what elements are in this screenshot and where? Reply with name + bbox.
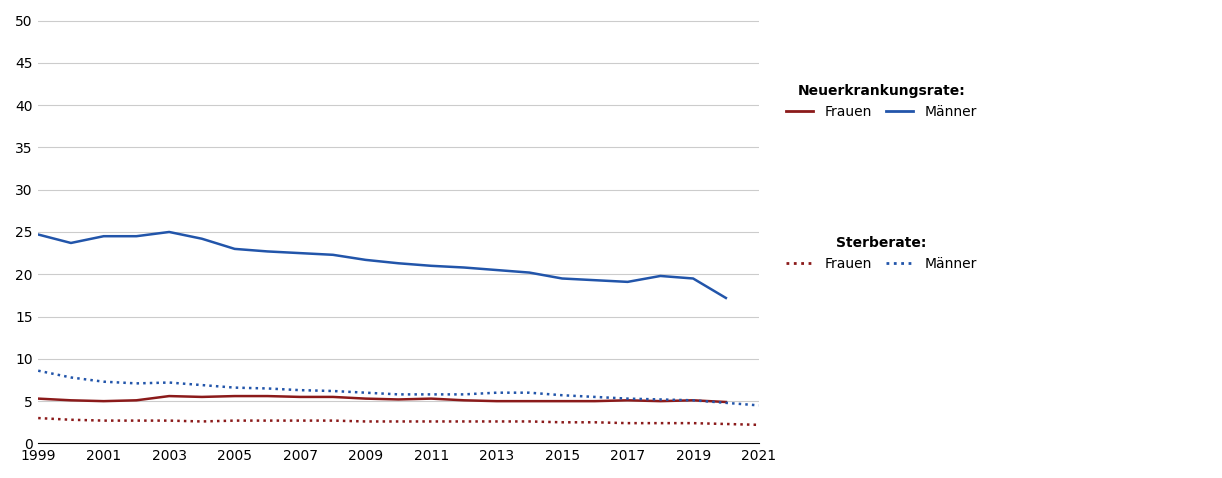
Legend: Frauen, Männer: Frauen, Männer	[780, 230, 982, 276]
